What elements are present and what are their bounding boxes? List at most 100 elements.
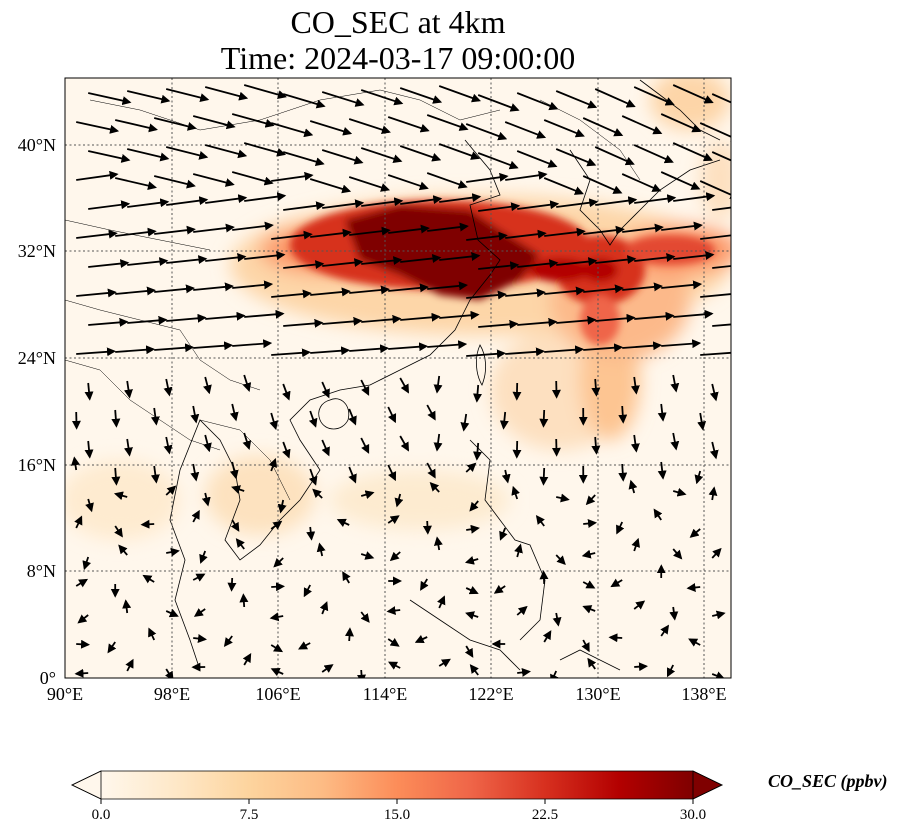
wind-arrow	[399, 377, 409, 394]
wind-arrow	[388, 224, 430, 234]
wind-arrow	[583, 343, 624, 353]
wind-arrow	[661, 221, 703, 231]
wind-arrow	[582, 175, 623, 194]
wind-arrow	[244, 192, 287, 202]
wind-arrow	[552, 612, 562, 627]
wind-arrow	[282, 441, 291, 459]
wind-arrow	[205, 311, 246, 321]
wind-arrow	[298, 641, 311, 650]
wind-arrow	[672, 487, 687, 497]
wind-arrow	[653, 508, 663, 521]
wind-arrow	[426, 462, 436, 479]
wind-arrow	[271, 348, 311, 358]
wind-arrow	[360, 611, 370, 623]
wind-arrow	[514, 543, 523, 558]
wind-arrow	[433, 375, 443, 394]
wind-arrow	[400, 312, 441, 322]
colorbar-tick-label: 0.0	[91, 807, 111, 823]
wind-arrow	[321, 439, 330, 457]
wind-arrow	[427, 340, 468, 350]
wind-arrow	[154, 225, 196, 235]
wind-arrow	[618, 463, 628, 482]
wind-arrow	[657, 403, 667, 422]
wind-arrow	[76, 170, 119, 181]
wind-arrow	[688, 638, 701, 647]
wind-arrow	[438, 85, 481, 103]
wind-arrow	[555, 148, 597, 167]
wind-arrow	[115, 227, 157, 237]
country-borders	[65, 89, 641, 501]
lon-tick-label: 130°E	[575, 684, 621, 704]
wind-arrow	[193, 341, 234, 351]
wind-arrow	[387, 116, 430, 133]
wind-arrow	[581, 549, 596, 559]
wind-arrow	[227, 577, 237, 592]
colorbar-tick-label: 15.0	[383, 807, 411, 823]
wind-arrow	[166, 313, 207, 323]
wind-arrow	[594, 146, 635, 166]
wind-arrow	[712, 323, 731, 327]
wind-arrow	[595, 313, 636, 323]
wind-arrow	[634, 253, 676, 262]
wind-arrow	[469, 500, 479, 512]
wind-arrow	[630, 434, 640, 453]
wind-arrow	[583, 225, 625, 235]
wind-arrow	[148, 627, 157, 641]
wind-arrow	[193, 282, 234, 292]
wind-arrow	[595, 196, 638, 206]
wind-arrow	[309, 178, 352, 194]
title-variable: CO_SEC at 4km	[290, 4, 506, 40]
wind-arrow	[349, 226, 391, 236]
wind-arrow	[621, 173, 662, 192]
wind-arrow	[140, 519, 155, 529]
wind-arrow	[399, 145, 442, 162]
wind-arrow	[348, 466, 357, 484]
wind-arrow	[76, 639, 90, 649]
wind-arrow	[669, 606, 679, 621]
wind-arrow	[76, 347, 116, 357]
wind-arrow	[666, 664, 676, 678]
wind-arrow	[76, 229, 118, 239]
wind-arrow	[235, 538, 245, 550]
wind-arrow	[322, 258, 364, 268]
wind-arrow	[633, 86, 675, 106]
wind-arrow	[711, 610, 726, 620]
wind-arrow	[505, 347, 545, 357]
wind-arrow	[464, 555, 479, 565]
wind-arrow	[360, 437, 370, 454]
wind-arrow	[71, 456, 80, 471]
wind-arrow	[694, 470, 704, 485]
wind-arrow	[544, 286, 585, 296]
wind-arrow	[466, 231, 508, 241]
wind-arrow	[239, 593, 249, 608]
wind-arrow	[499, 411, 509, 430]
wind-arrow	[478, 202, 521, 212]
wind-arrow	[76, 288, 117, 298]
wind-arrow	[499, 527, 508, 541]
wind-arrow	[504, 121, 547, 139]
wind-arrow	[437, 595, 446, 609]
gridlines	[65, 78, 731, 678]
wind-arrow	[243, 142, 287, 157]
wind-arrow	[360, 147, 403, 164]
wind-arrow	[193, 223, 235, 233]
wind-arrow	[516, 605, 528, 616]
wind-arrow	[493, 584, 506, 594]
wind-arrow	[699, 122, 731, 142]
wind-arrow	[193, 634, 207, 643]
wind-arrow	[433, 536, 443, 551]
wind-arrow	[517, 200, 560, 210]
wind-arrow	[270, 667, 284, 677]
wind-arrow	[193, 608, 206, 617]
wind-arrow	[689, 528, 701, 538]
wind-arrow	[283, 201, 326, 211]
wind-arrow	[113, 491, 128, 501]
wind-arrow	[190, 463, 200, 482]
wind-arrow	[511, 485, 520, 500]
wind-arrow	[466, 290, 507, 300]
wind-arrow	[711, 93, 731, 104]
wind-arrow	[201, 492, 211, 507]
wind-arrow	[414, 634, 428, 644]
wind-arrow	[203, 376, 212, 395]
lon-tick-label: 106°E	[255, 684, 301, 704]
